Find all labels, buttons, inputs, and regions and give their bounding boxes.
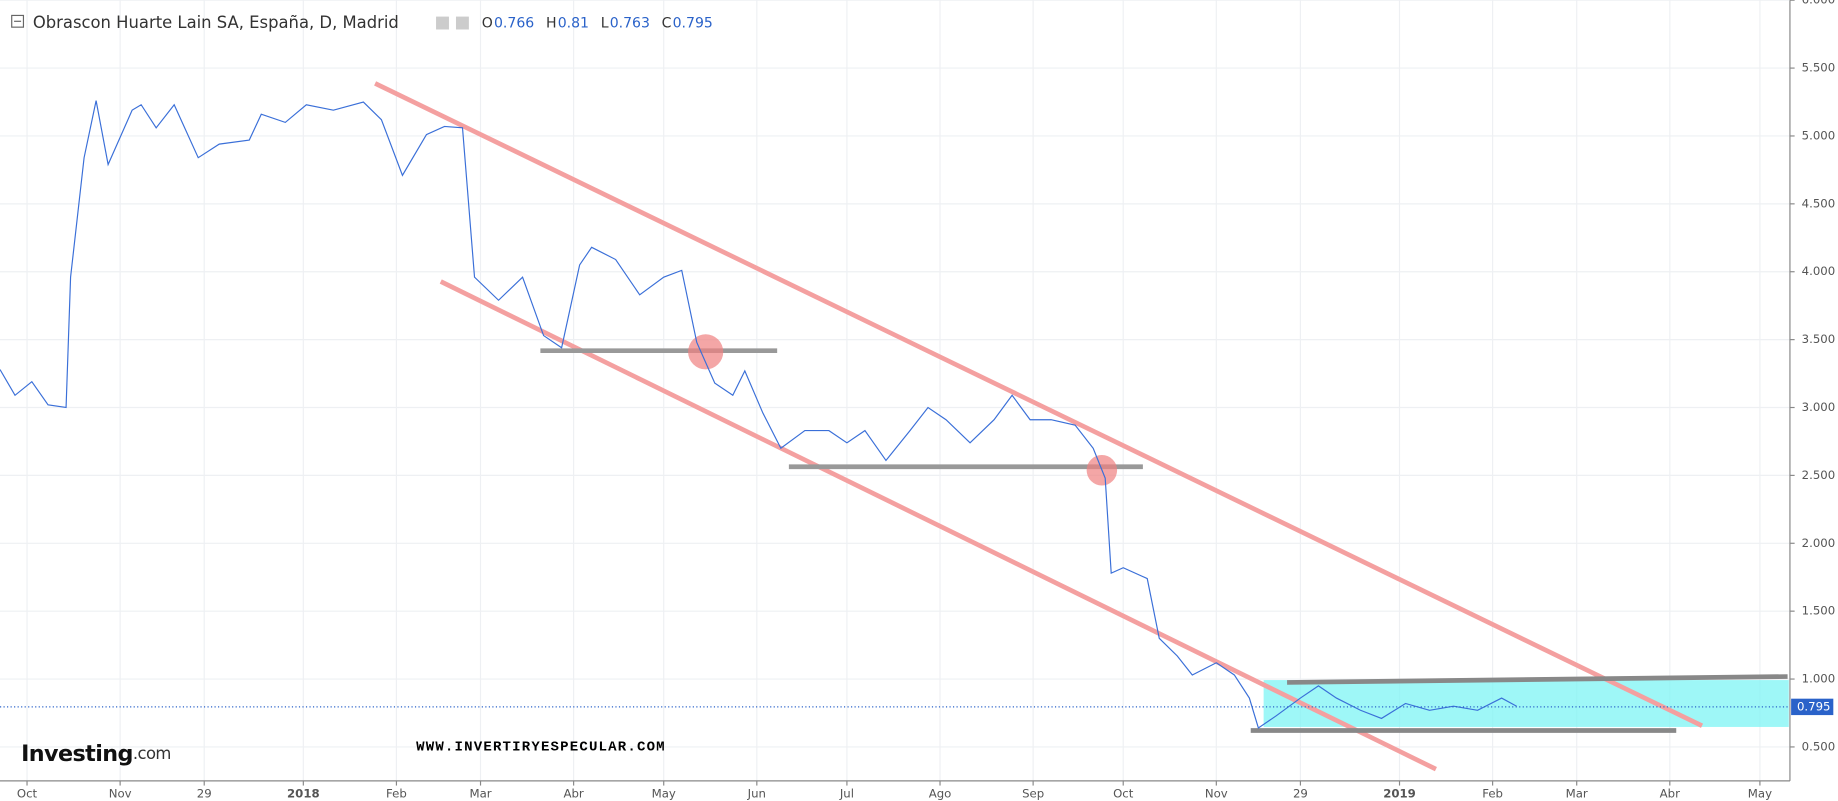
last-price-label: 0.795 bbox=[1797, 699, 1831, 713]
range-box bbox=[1263, 680, 1789, 727]
x-tick-label: 2018 bbox=[287, 786, 320, 800]
y-tick-label: 2.500 bbox=[1802, 468, 1836, 482]
price-line bbox=[0, 100, 1517, 729]
ohlc-value: 0.795 bbox=[673, 16, 713, 32]
brand-main: Investing bbox=[21, 740, 133, 766]
x-tick-label: Nov bbox=[109, 786, 132, 800]
breakdown-marker bbox=[688, 334, 724, 370]
x-tick-label: Sep bbox=[1022, 786, 1044, 800]
y-tick-label: 1.000 bbox=[1802, 672, 1836, 686]
plot bbox=[0, 100, 1790, 729]
x-tick-label: May bbox=[1748, 786, 1772, 800]
brand-suffix: .com bbox=[133, 743, 171, 762]
y-tick-label: 4.500 bbox=[1802, 196, 1836, 210]
website: WWW.INVERTIRYESPECULAR.COM bbox=[416, 740, 666, 756]
x-tick-label: 29 bbox=[197, 786, 212, 800]
x-tick-label: Ago bbox=[929, 786, 952, 800]
y-tick-label: 1.500 bbox=[1802, 604, 1836, 618]
brand: Investing.com bbox=[21, 740, 171, 766]
ohlc-value: 0.763 bbox=[610, 16, 650, 32]
settings-icon bbox=[455, 16, 469, 30]
collapse-icon[interactable] bbox=[11, 14, 25, 28]
ohlc-key: L bbox=[601, 16, 609, 32]
ohlc-key: C bbox=[662, 16, 672, 32]
x-tick-label: Oct bbox=[17, 786, 38, 800]
x-tick-label: Jul bbox=[839, 786, 854, 800]
y-tick-label: 2.000 bbox=[1802, 536, 1836, 550]
x-tick-label: May bbox=[652, 786, 676, 800]
y-tick-label: 5.000 bbox=[1802, 128, 1836, 142]
y-tick-label: 3.500 bbox=[1802, 332, 1836, 346]
x-tick-label: Abr bbox=[563, 786, 583, 800]
channel-lower bbox=[439, 279, 1437, 772]
x-tick-label: Feb bbox=[1482, 786, 1503, 800]
x-tick-label: Mar bbox=[469, 786, 491, 800]
x-tick-label: 2019 bbox=[1383, 786, 1416, 800]
ohlc-value: 0.766 bbox=[494, 16, 534, 32]
x-tick-label: 29 bbox=[1293, 786, 1308, 800]
y-tick-label: 5.500 bbox=[1802, 61, 1836, 75]
ohlc-value: 0.81 bbox=[558, 16, 589, 32]
ohlc: O 0.766 H 0.81 L 0.763 C 0.795 bbox=[436, 16, 713, 32]
y-tick-label: 4.000 bbox=[1802, 264, 1836, 278]
x-tick-label: Jun bbox=[747, 786, 766, 800]
x-tick-label: Mar bbox=[1566, 786, 1588, 800]
y-tick-label: 0.500 bbox=[1802, 739, 1836, 753]
x-tick-label: Nov bbox=[1205, 786, 1228, 800]
channel-upper bbox=[374, 81, 1704, 728]
range-top bbox=[1287, 674, 1788, 685]
last-price-tag bbox=[1791, 698, 1834, 716]
chart-title: Obrascon Huarte Lain SA, España, D, Madr… bbox=[33, 13, 399, 32]
y-tick-label: 6.000 bbox=[1802, 0, 1836, 7]
x-tick-label: Oct bbox=[1113, 786, 1134, 800]
grid bbox=[0, 0, 1790, 781]
y-tick-label: 3.000 bbox=[1802, 400, 1836, 414]
x-tick-label: Abr bbox=[1660, 786, 1680, 800]
x-tick-label: Feb bbox=[386, 786, 407, 800]
ohlc-key: O bbox=[482, 16, 493, 32]
ohlc-key: H bbox=[546, 16, 557, 32]
settings-icon bbox=[436, 16, 449, 30]
